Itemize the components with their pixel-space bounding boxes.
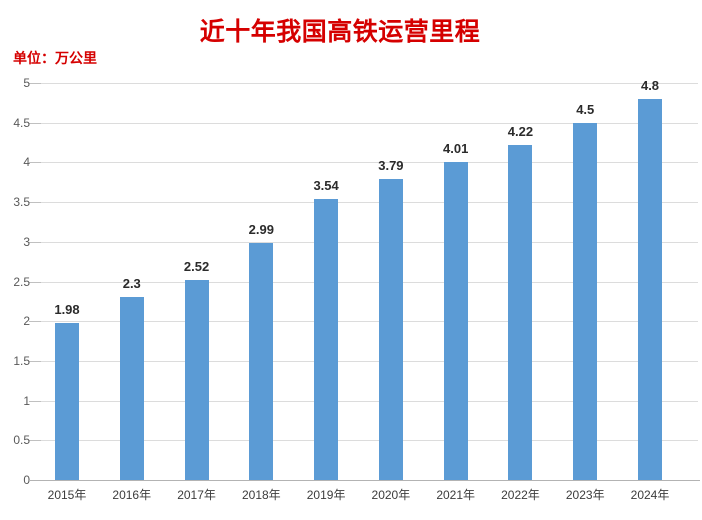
y-axis-tick-label: 1 [23, 393, 30, 408]
y-axis-tick-label: 3 [23, 234, 30, 249]
x-axis-category-label: 2018年 [241, 488, 281, 502]
gridline [35, 241, 698, 243]
bar [508, 144, 533, 480]
y-axis-tick [29, 281, 41, 283]
y-axis-tick-label: 3.5 [13, 195, 30, 210]
bar-value-label: 2.52 [183, 258, 210, 274]
bar [55, 322, 79, 480]
x-axis-category-label: 2021年 [436, 488, 476, 502]
bar-value-label: 4.22 [507, 123, 534, 139]
y-axis-tick [29, 241, 41, 243]
bar-value-label: 1.98 [54, 301, 80, 317]
gridline [35, 162, 698, 164]
y-axis-tick [29, 321, 41, 323]
gridline [35, 202, 698, 204]
x-axis-category-label: 2022年 [501, 488, 540, 502]
bar-value-label: 3.79 [378, 158, 404, 174]
bar [119, 297, 144, 480]
y-axis-tick [29, 202, 41, 204]
bar-value-label: 4.8 [640, 77, 660, 93]
x-axis-category-label: 2016年 [112, 488, 152, 502]
x-axis-category-label: 2024年 [630, 488, 670, 502]
x-axis-category-label: 2015年 [47, 488, 87, 502]
x-axis-category-label: 2019年 [306, 488, 346, 502]
y-axis-tick [29, 400, 41, 402]
bar-value-label: 4.01 [443, 140, 469, 156]
y-axis-tick-label: 4.5 [13, 115, 30, 130]
x-axis-category-label: 2023年 [565, 488, 605, 502]
bar [443, 161, 468, 480]
chart-title: 近十年我国高铁运营里程 [199, 17, 481, 46]
bar-value-label: 2.3 [122, 276, 141, 292]
bar-value-label: 4.5 [576, 101, 595, 117]
gridline [35, 440, 698, 442]
y-axis-tick-label: 0 [23, 473, 30, 487]
y-axis-tick [29, 162, 41, 164]
gridline [35, 83, 698, 84]
bar [638, 98, 663, 480]
y-axis-tick [29, 440, 41, 442]
y-axis-tick [29, 83, 41, 84]
gridline [35, 321, 698, 323]
x-axis-line [29, 480, 700, 481]
y-axis-tick-label: 1.5 [13, 353, 30, 368]
bar [184, 279, 209, 480]
bar [249, 242, 274, 480]
unit-label: 单位：万公里 [13, 50, 97, 66]
x-axis-category-label: 2020年 [371, 488, 411, 502]
bar [378, 179, 403, 480]
bar-value-label: 3.54 [313, 177, 339, 193]
y-axis-tick-label: 5 [23, 76, 30, 90]
y-axis-tick [29, 122, 41, 124]
gridline [35, 281, 698, 283]
bar [314, 198, 339, 480]
bar [573, 122, 598, 480]
y-axis-tick-label: 4 [23, 155, 30, 170]
y-axis-tick-label: 0.5 [13, 433, 30, 448]
bar-value-label: 2.99 [248, 221, 274, 237]
gridline [35, 360, 698, 362]
gridline [35, 122, 698, 124]
y-axis-tick-label: 2.5 [13, 274, 30, 289]
y-axis-tick [29, 360, 41, 362]
gridline [35, 400, 698, 402]
x-axis-category-label: 2017年 [177, 488, 216, 502]
y-axis-tick-label: 2 [23, 314, 30, 329]
